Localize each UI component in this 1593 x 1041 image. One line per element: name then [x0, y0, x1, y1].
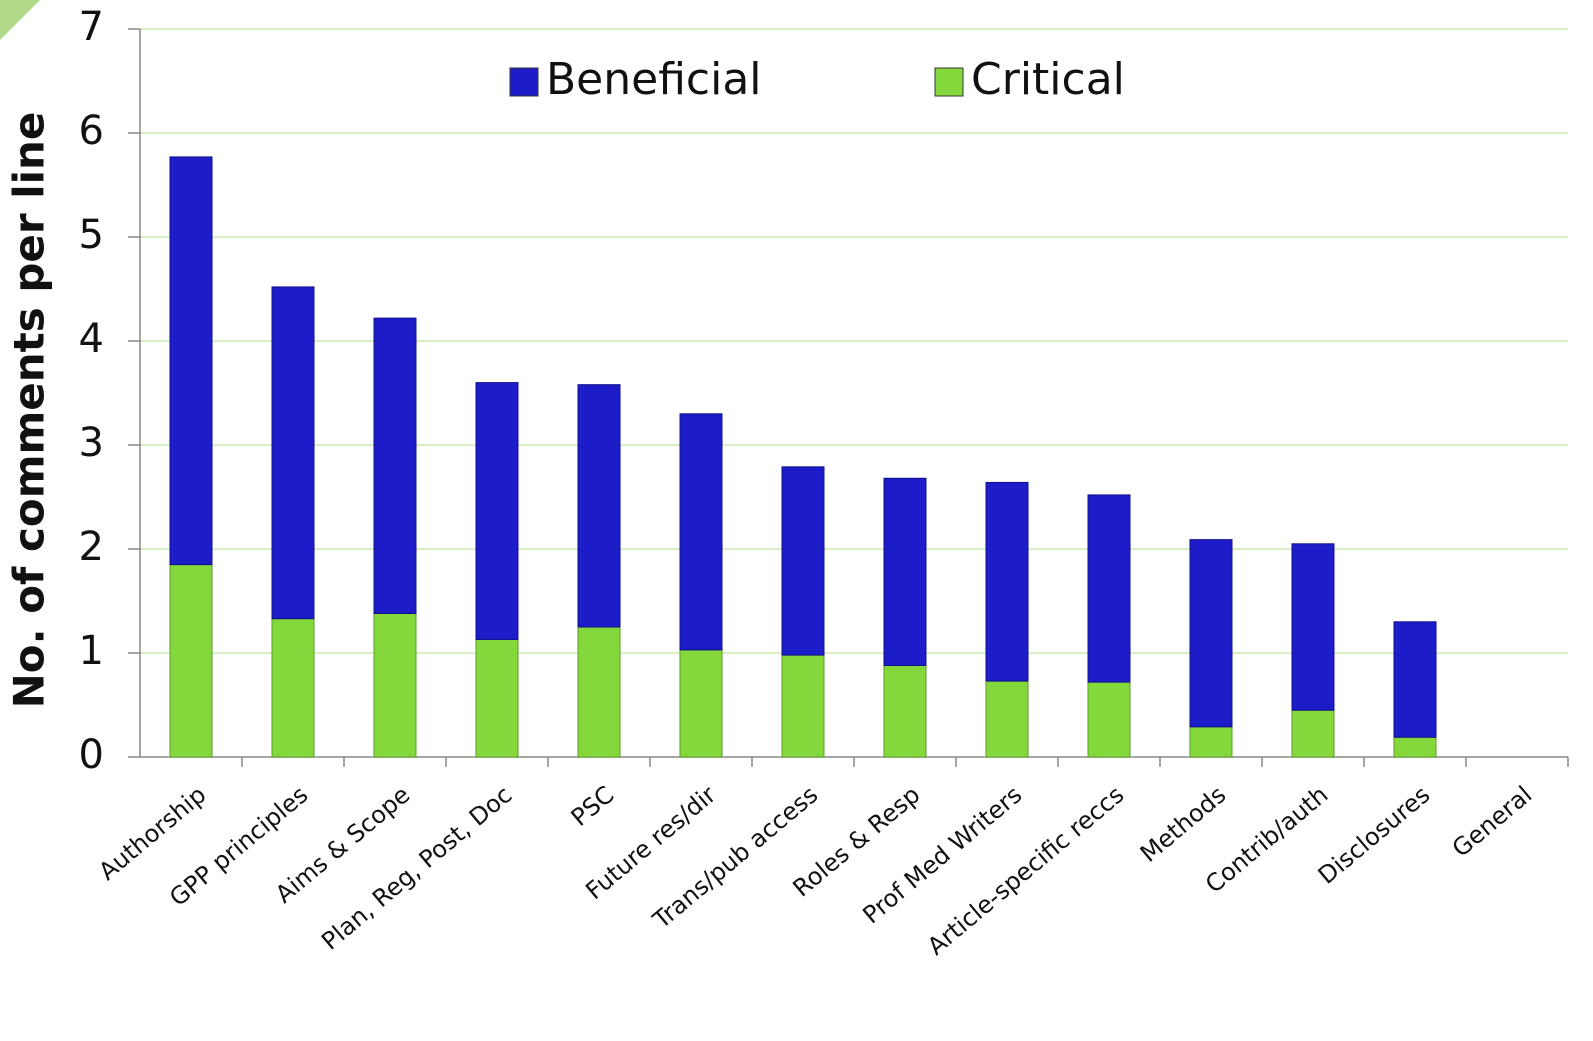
bar-segment [1189, 726, 1233, 758]
x-tick-label: Plan, Reg, Post, Doc [316, 781, 517, 956]
bar-segment [475, 638, 519, 758]
bar-segment [1291, 709, 1335, 758]
legend-swatch [934, 67, 964, 97]
bar-segment [679, 413, 723, 651]
bar-segment [271, 618, 315, 758]
y-tick-label: 6 [79, 108, 104, 154]
bar-segment [577, 384, 621, 628]
y-tick-label: 1 [79, 628, 104, 674]
bar-segment [781, 654, 825, 758]
decoration [0, 0, 40, 40]
y-tick-label: 5 [79, 212, 104, 258]
bar-segment [1087, 494, 1131, 683]
y-tick-label: 3 [79, 420, 104, 466]
legend-label: Beneficial [546, 54, 762, 105]
bar-segment [271, 286, 315, 620]
y-tick-label: 4 [79, 316, 104, 362]
bar-segment [1087, 681, 1131, 758]
bar-segment [781, 466, 825, 656]
bar-segment [1291, 543, 1335, 711]
bar-segment [1189, 539, 1233, 728]
x-tick-label: Trans/pub access [647, 781, 823, 935]
bar-segment [169, 156, 213, 566]
bar-segment [985, 481, 1029, 682]
legend-label: Critical [971, 54, 1125, 105]
bar-segment [883, 477, 927, 666]
bar-segment [883, 664, 927, 758]
bar-segment [373, 612, 417, 758]
x-tick-label: PSC [566, 781, 620, 832]
bar-segment [373, 317, 417, 614]
bar-segment [1393, 621, 1437, 738]
x-tick-label: Methods [1135, 781, 1232, 868]
legend-swatch [509, 67, 539, 97]
x-tick-label: General [1447, 781, 1537, 863]
x-tick-label: Article-specific reccs [922, 781, 1129, 961]
bar-segment [577, 626, 621, 758]
bar-segment [679, 649, 723, 758]
bar-segment [475, 382, 519, 640]
bar-segment [985, 680, 1029, 758]
bar-segment [1393, 736, 1437, 758]
bar-segment [169, 564, 213, 758]
y-tick-label: 2 [79, 524, 104, 570]
x-tick-label: Disclosures [1313, 781, 1436, 890]
y-tick-label: 0 [79, 732, 104, 778]
y-axis-label: No. of comments per line [5, 112, 54, 709]
y-tick-label: 7 [79, 4, 104, 50]
